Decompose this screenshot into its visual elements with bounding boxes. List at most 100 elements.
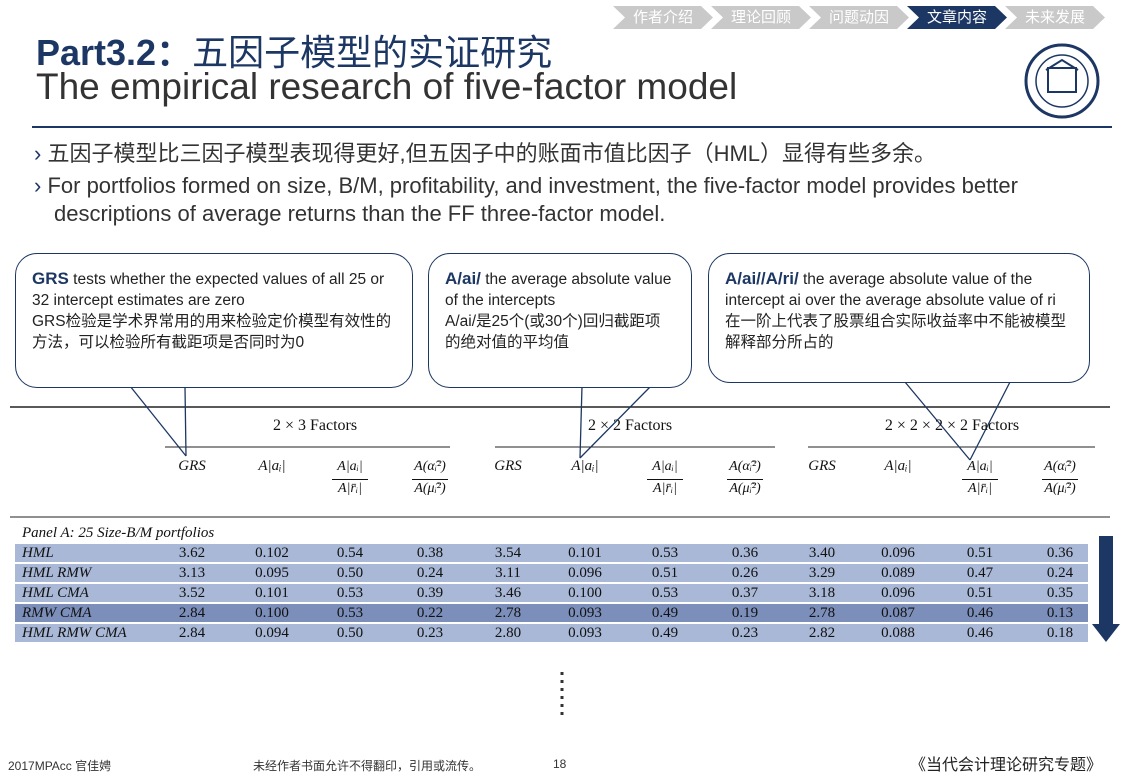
callout-text: the average absolute value of the interc…: [725, 271, 1056, 309]
table-cell: 2.82: [808, 625, 836, 641]
footer-series: 《当代会计理论研究专题》: [910, 757, 1103, 774]
table-cell: 0.089: [881, 565, 915, 581]
table-cell: 2.80: [494, 625, 522, 641]
nav-item[interactable]: 作者介绍: [613, 6, 713, 29]
table-cell: 0.53: [651, 585, 679, 601]
title-rule: [32, 126, 1112, 128]
fraction-bar: [727, 479, 763, 480]
table-cell: 0.23: [416, 625, 444, 641]
callout: GRS tests whether the expected values of…: [15, 253, 413, 388]
fraction-bar: [647, 479, 683, 480]
nav-item[interactable]: 理论回顾: [711, 6, 811, 29]
callout-cn: 在一阶上代表了股票组合实际收益率中不能被模型解释部分所占的: [725, 313, 1067, 351]
bullet: › For portfolios formed on size, B/M, pr…: [34, 173, 1018, 226]
column-header: A|aᵢ|: [571, 458, 599, 474]
group-header: 2 × 3 Factors: [272, 417, 358, 434]
table-cell: 3.29: [808, 565, 836, 581]
table-cell: 0.50: [336, 625, 364, 641]
row-label: HML CMA: [22, 585, 89, 601]
table-cell: 0.24: [416, 565, 444, 581]
table-cell: 0.094: [255, 625, 289, 641]
group-header: 2 × 2 Factors: [587, 417, 673, 434]
table-cell: 2.78: [494, 605, 522, 621]
table-cell: 0.087: [881, 605, 915, 621]
table-cell: 0.53: [336, 605, 364, 621]
table-cell: 2.78: [808, 605, 836, 621]
column-header-num: A(α̂ᵢ²): [729, 459, 761, 474]
footer-author: 2017MPAcc 官佳娉: [8, 759, 112, 773]
table-cell: 0.47: [966, 565, 994, 581]
row-band: [15, 544, 1088, 562]
table-cell: 0.101: [255, 585, 289, 601]
fraction-bar: [962, 479, 998, 480]
column-header: GRS: [178, 458, 206, 474]
column-header: GRS: [494, 458, 522, 474]
table-cell: 0.22: [416, 605, 444, 621]
table-cell: 0.100: [568, 585, 602, 601]
table-cell: 0.19: [731, 605, 759, 621]
table-cell: 0.38: [416, 545, 444, 561]
table-cell: 3.40: [808, 545, 836, 561]
table-cell: 3.54: [494, 545, 522, 561]
table-cell: 0.36: [1046, 545, 1074, 561]
table-cell: 0.093: [568, 605, 602, 621]
table-cell: 0.26: [731, 565, 759, 581]
table-cell: 0.46: [966, 605, 994, 621]
fraction-bar: [332, 479, 368, 480]
row-label: HML RMW CMA: [22, 625, 127, 641]
table-cell: 2.84: [178, 625, 206, 641]
bullet-text: For portfolios formed on size, B/M, prof…: [47, 173, 1018, 226]
table-cell: 0.39: [416, 585, 444, 601]
column-header-den: A(μ̂ᵢ²): [729, 481, 761, 496]
callout-cn: A/ai/是25个(或30个)回归截距项的绝对值的平均值: [445, 313, 661, 351]
column-header-den: A|r̄ᵢ|: [968, 481, 992, 496]
row-label: RMW CMA: [22, 605, 92, 621]
table-cell: 0.095: [255, 565, 289, 581]
table-cell: 2.84: [178, 605, 206, 621]
title-cn: Part3.2：五因子模型的实证研究: [36, 24, 552, 76]
page-number: 18: [553, 757, 567, 771]
callout-text: the average absolute value of the interc…: [445, 271, 672, 309]
footer-notice: 未经作者书面允许不得翻印，引用或流传。: [253, 759, 482, 773]
nav-item[interactable]: 问题动因: [809, 6, 909, 29]
column-header-den: A|r̄ᵢ|: [338, 481, 362, 496]
table-cell: 0.51: [966, 585, 994, 601]
row-label: HML: [22, 545, 54, 561]
callout-cn: GRS检验是学术界常用的用来检验定价模型有效性的方法，可以检验所有截距项是否同时…: [32, 313, 392, 351]
title-en: The empirical research of five-factor mo…: [36, 66, 738, 107]
table-cell: 3.11: [495, 565, 521, 581]
bullet: › 五因子模型比三因子模型表现得更好,但五因子中的账面市值比因子（HML）显得有…: [34, 141, 937, 166]
table-cell: 0.46: [966, 625, 994, 641]
panel-label: Panel A: 25 Size-B/M portfolios: [22, 525, 215, 541]
bullet-text: 五因子模型比三因子模型表现得更好,但五因子中的账面市值比因子（HML）显得有些多…: [47, 141, 937, 166]
table-cell: 0.23: [731, 625, 759, 641]
callout-text: tests whether the expected values of all…: [32, 271, 385, 309]
callout-term: A/ai/: [445, 269, 481, 288]
table-cell: 0.51: [966, 545, 994, 561]
row-band: [15, 584, 1088, 602]
callout-term: A/ai//A/ri/: [725, 269, 799, 288]
fraction-bar: [1042, 479, 1078, 480]
nav-item[interactable]: 未来发展: [1005, 6, 1105, 29]
column-header-num: A|aᵢ|: [337, 459, 363, 474]
nav-item[interactable]: 文章内容: [907, 6, 1007, 29]
column-header-num: A(α̂ᵢ²): [1044, 459, 1076, 474]
row-band: [15, 604, 1088, 622]
table-cell: 0.50: [336, 565, 364, 581]
table-cell: 0.100: [255, 605, 289, 621]
table-cell: 3.18: [808, 585, 836, 601]
row-band: [15, 564, 1088, 582]
column-header-num: A(α̂ᵢ²): [414, 459, 446, 474]
column-header-num: A|aᵢ|: [967, 459, 993, 474]
table-cell: 0.37: [731, 585, 759, 601]
table-cell: 3.52: [178, 585, 206, 601]
column-header-num: A|aᵢ|: [652, 459, 678, 474]
table-cell: 0.088: [881, 625, 915, 641]
table-cell: 0.53: [336, 585, 364, 601]
row-band: [15, 624, 1088, 642]
column-header: GRS: [808, 458, 836, 474]
table-cell: 3.13: [178, 565, 206, 581]
fraction-bar: [412, 479, 448, 480]
table-cell: 0.093: [568, 625, 602, 641]
